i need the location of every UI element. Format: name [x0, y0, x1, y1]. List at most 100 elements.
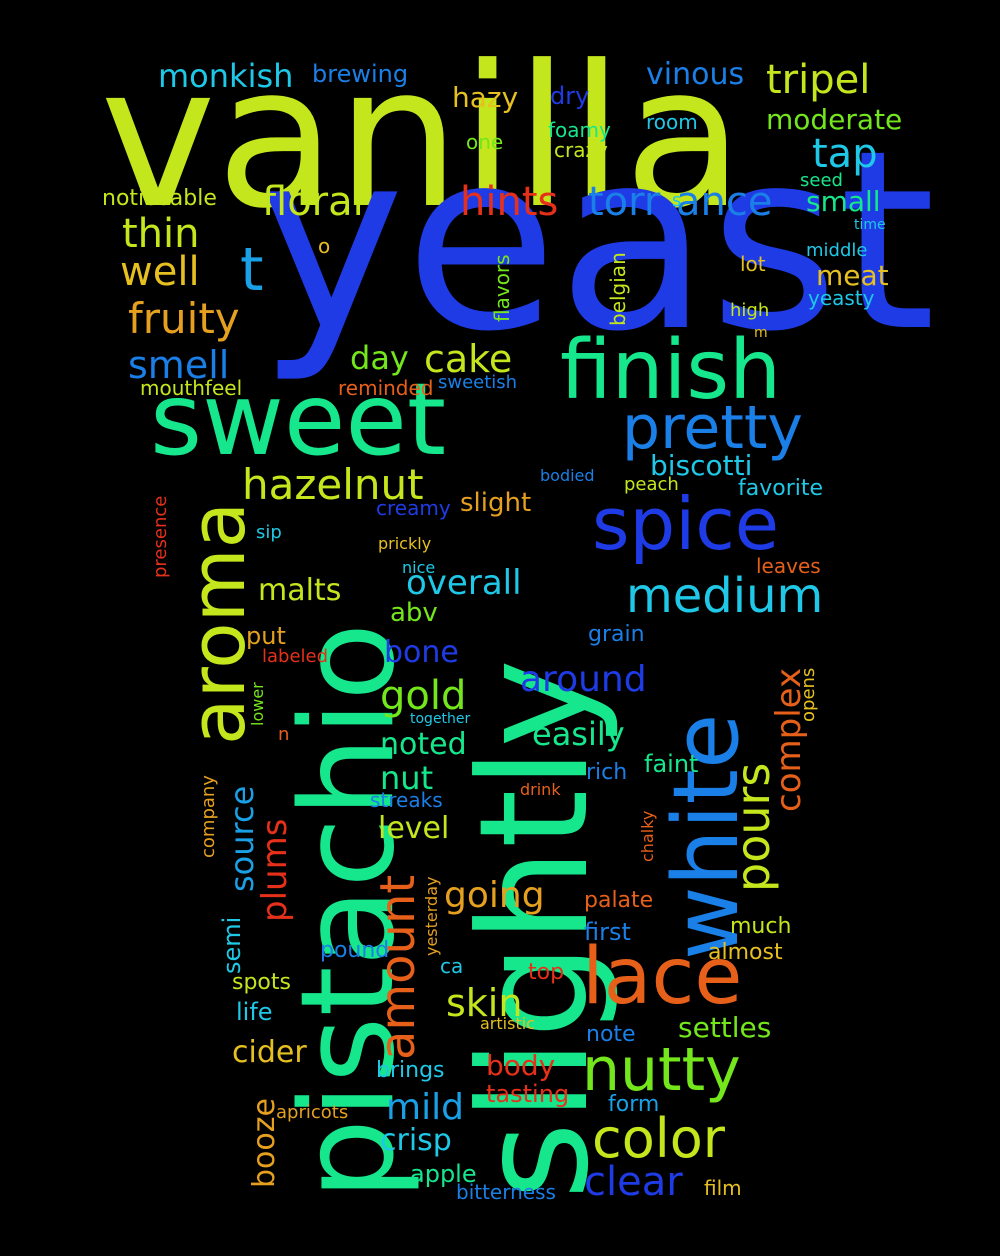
- word-company: company: [198, 775, 219, 858]
- word-biscotti: biscotti: [650, 449, 753, 482]
- word-tap: tap: [812, 131, 878, 177]
- word-hazy: hazy: [452, 81, 519, 114]
- word-bitterness: bitterness: [456, 1180, 556, 1204]
- word-flavors: flavors: [490, 254, 514, 322]
- word-vanilla: vanilla: [100, 24, 744, 252]
- word-color: color: [592, 1107, 725, 1170]
- word-clear: clear: [584, 1159, 683, 1205]
- word-together: together: [410, 711, 471, 727]
- word-top: top: [528, 960, 565, 985]
- word-labeled: labeled: [262, 646, 329, 667]
- word-note: note: [586, 1022, 636, 1047]
- word-bodied: bodied: [540, 466, 595, 485]
- word-malts: malts: [258, 573, 342, 608]
- word-nice: nice: [402, 558, 436, 577]
- word-leaves: leaves: [756, 554, 821, 578]
- word-day: day: [350, 339, 409, 377]
- word-abv: abv: [390, 598, 438, 628]
- word-streaks: streaks: [370, 788, 443, 812]
- word-n: n: [278, 724, 290, 745]
- word-pound: pound: [320, 938, 390, 963]
- word-palate: palate: [584, 888, 654, 913]
- word-smell: smell: [128, 343, 230, 387]
- word-moderate: moderate: [766, 103, 903, 136]
- word-monkish: monkish: [158, 57, 294, 95]
- word-room: room: [646, 110, 698, 134]
- word-s: s: [672, 190, 682, 211]
- word-ca: ca: [440, 954, 464, 978]
- word-skin: skin: [446, 981, 523, 1025]
- word-faint: faint: [644, 750, 699, 778]
- word-sweetish: sweetish: [438, 372, 518, 393]
- word-brings: brings: [376, 1058, 445, 1083]
- word-torr: torr: [588, 179, 661, 225]
- word-tasting: tasting: [486, 1080, 570, 1108]
- word-apricots: apricots: [276, 1102, 349, 1123]
- word-high: high: [730, 300, 770, 321]
- word-drink: drink: [520, 780, 561, 799]
- word-m: m: [754, 325, 768, 341]
- word-apple: apple: [410, 1160, 477, 1188]
- word-noted: noted: [380, 727, 467, 762]
- word-yeasty: yeasty: [808, 286, 875, 310]
- word-yeast: yeast: [258, 98, 936, 386]
- word-meat: meat: [816, 259, 889, 292]
- word-spice: spice: [592, 482, 780, 566]
- word-lace: lace: [582, 932, 743, 1022]
- word-much: much: [730, 914, 792, 939]
- word-rich: rich: [586, 760, 628, 785]
- word-sip: sip: [256, 522, 282, 543]
- word-yesterday: yesterday: [422, 876, 441, 957]
- word-artistic: artistic: [480, 1014, 535, 1033]
- word-lower: lower: [248, 682, 267, 726]
- word-mouthfeel: mouthfeel: [140, 376, 243, 400]
- word-dry: dry: [550, 82, 590, 110]
- word-amount: amount: [370, 874, 426, 1060]
- word-plums: plums: [255, 818, 295, 922]
- word-floral: floral: [262, 179, 364, 225]
- word-grain: grain: [588, 622, 645, 647]
- word-brewing: brewing: [312, 60, 409, 88]
- word-sweet: sweet: [150, 361, 447, 478]
- word-o: o: [318, 234, 331, 258]
- word-slight: slight: [460, 488, 532, 518]
- word-well: well: [120, 249, 200, 295]
- word-bone: bone: [384, 635, 459, 670]
- word-form: form: [608, 1092, 660, 1117]
- word-mild: mild: [386, 1087, 464, 1128]
- word-time: time: [854, 217, 886, 233]
- word-one: one: [466, 130, 504, 154]
- word-source: source: [223, 785, 261, 892]
- word-aroma: aroma: [173, 501, 262, 745]
- word-presence: presence: [150, 495, 171, 578]
- word-put: put: [246, 622, 286, 650]
- word-tripel: tripel: [766, 57, 871, 103]
- word-small: small: [806, 185, 881, 218]
- word-almost: almost: [708, 940, 783, 965]
- word-thin: thin: [122, 211, 200, 257]
- word-film: film: [704, 1176, 742, 1200]
- word-hazelnut: hazelnut: [242, 460, 424, 509]
- word-nut: nut: [380, 759, 434, 797]
- word-going: going: [444, 875, 545, 916]
- word-seed: seed: [800, 170, 843, 191]
- word-body: body: [486, 1049, 556, 1082]
- word-lot: lot: [740, 252, 766, 276]
- word-vinous: vinous: [646, 57, 745, 92]
- word-gold: gold: [380, 673, 467, 719]
- word-overall: overall: [406, 563, 522, 603]
- word-life: life: [236, 998, 273, 1026]
- word-creamy: creamy: [376, 496, 451, 520]
- word-medium: medium: [626, 568, 824, 624]
- word-crazy: crazy: [554, 138, 608, 162]
- word-settles: settles: [678, 1011, 772, 1044]
- word-easily: easily: [532, 715, 625, 753]
- word-cake: cake: [424, 337, 513, 381]
- word-pours: pours: [726, 762, 780, 892]
- word-pretty: pretty: [622, 393, 803, 463]
- word-belgian: belgian: [606, 252, 630, 326]
- word-peach: peach: [624, 474, 679, 495]
- word-spots: spots: [232, 970, 291, 995]
- word-finish: finish: [560, 323, 782, 418]
